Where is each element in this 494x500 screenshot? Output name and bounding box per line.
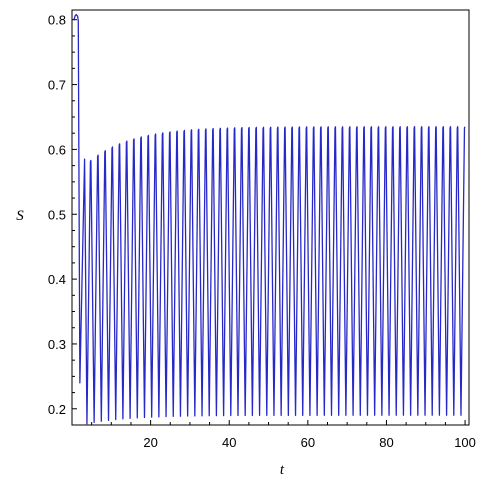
y-tick-label: 0.2 xyxy=(48,402,66,417)
y-tick-label: 0.6 xyxy=(48,142,66,157)
x-tick-label: 80 xyxy=(379,435,393,450)
x-tick-label: 20 xyxy=(143,435,157,450)
y-axis-label: S xyxy=(16,208,24,224)
series-line xyxy=(73,13,466,425)
x-tick-label: 60 xyxy=(301,435,315,450)
plot-frame xyxy=(71,9,470,426)
y-tick-label: 0.7 xyxy=(48,78,66,93)
x-tick-label: 100 xyxy=(454,435,476,450)
ticks-layer: 20 40 60 80 100 0.2 0.3 0.4 0.5 0.6 0.7 0.8 xyxy=(48,13,476,450)
x-tick-label: 40 xyxy=(222,435,236,450)
y-tick-label: 0.4 xyxy=(48,272,66,287)
y-tick-label: 0.3 xyxy=(48,337,66,352)
series-layer xyxy=(73,13,466,425)
y-tick-label: 0.8 xyxy=(48,13,66,28)
y-tick-label: 0.5 xyxy=(48,207,66,222)
x-axis-label: t xyxy=(280,462,285,478)
